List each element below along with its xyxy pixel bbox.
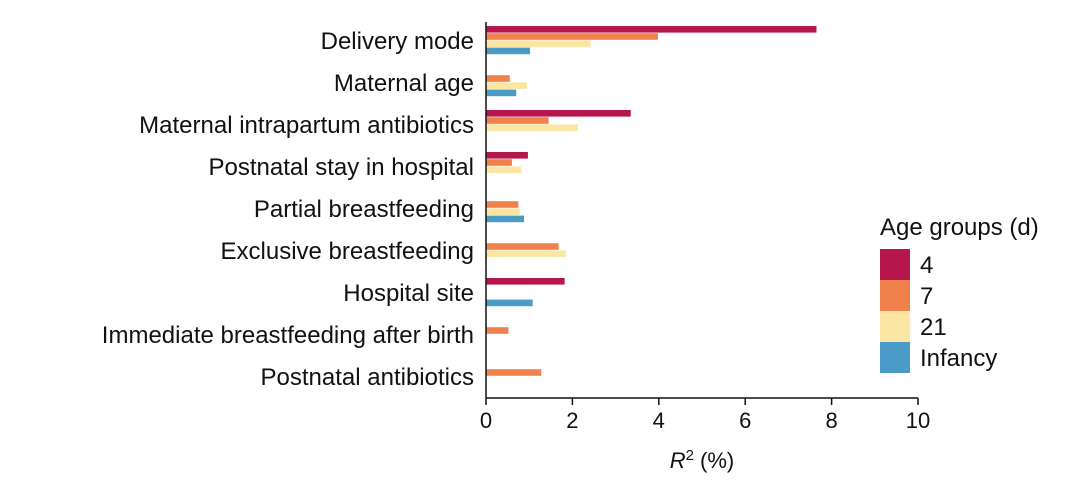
bar-maternal-intrapartum-antibiotics-series-7 — [486, 117, 549, 124]
category-label: Partial breastfeeding — [254, 196, 474, 223]
x-tick-label: 8 — [825, 408, 837, 433]
category-label: Maternal age — [334, 70, 474, 97]
x-tick-label: 6 — [739, 408, 751, 433]
x-tick-label: 0 — [480, 408, 492, 433]
category-labels: Delivery mode Maternal age Maternal intrap… — [102, 28, 474, 391]
legend-swatch-4 — [880, 249, 910, 280]
bar-partial-breastfeeding-series-21 — [486, 208, 520, 215]
bar-maternal-age-series-21 — [486, 82, 528, 89]
bar-delivery-mode-series-4 — [486, 26, 817, 33]
legend-swatch-7 — [880, 280, 910, 311]
bar-exclusive-breastfeeding-series-7 — [486, 243, 559, 250]
legend-label-21: 21 — [920, 314, 947, 341]
legend: 4 7 21 Infancy — [880, 249, 997, 373]
x-axis-label-unit: (%) — [700, 448, 734, 473]
bar-maternal-intrapartum-antibiotics-series-21 — [486, 124, 579, 131]
x-axis-label: R2 (%) — [670, 447, 734, 474]
bar-delivery-mode-series-infancy — [486, 47, 531, 55]
bar-immediate-breastfeeding-after-birth-series-7 — [486, 327, 509, 334]
x-tick-label: 4 — [653, 408, 665, 433]
bar-hospital-site-series-4 — [486, 278, 565, 285]
bar-maternal-age-series-infancy — [486, 89, 517, 97]
bar-partial-breastfeeding-series-7 — [486, 201, 519, 208]
bar-maternal-intrapartum-antibiotics-series-4 — [486, 110, 631, 117]
x-tick-label: 10 — [906, 408, 930, 433]
category-label: Postnatal antibiotics — [261, 364, 474, 391]
bar-postnatal-stay-in-hospital-series-4 — [486, 152, 528, 159]
bar-postnatal-stay-in-hospital-series-21 — [486, 166, 522, 173]
legend-swatch-infancy — [880, 342, 910, 373]
x-axis-label-sup: 2 — [686, 447, 694, 464]
category-label: Exclusive breastfeeding — [221, 238, 474, 265]
legend-label-4: 4 — [920, 252, 933, 279]
legend-title: Age groups (d) — [880, 214, 1039, 241]
bar-exclusive-breastfeeding-series-21 — [486, 250, 566, 257]
bar-maternal-age-series-7 — [486, 75, 510, 82]
x-tick-label: 2 — [566, 408, 578, 433]
category-label: Hospital site — [343, 280, 474, 307]
bar-hospital-site-series-infancy — [486, 299, 533, 307]
bar-postnatal-antibiotics-series-7 — [486, 369, 542, 376]
x-ticks: 0 2 4 6 8 10 — [480, 398, 930, 433]
category-label: Immediate breastfeeding after birth — [102, 322, 474, 349]
x-axis-label-main: R — [670, 448, 686, 473]
legend-swatch-21 — [880, 311, 910, 342]
bars-group — [486, 26, 817, 376]
bar-delivery-mode-series-7 — [486, 33, 658, 40]
legend-label-7: 7 — [920, 283, 933, 310]
category-label: Maternal intrapartum antibiotics — [139, 112, 474, 139]
bar-delivery-mode-series-21 — [486, 40, 591, 47]
bar-postnatal-stay-in-hospital-series-7 — [486, 159, 512, 166]
category-label: Delivery mode — [321, 28, 474, 55]
legend-label-infancy: Infancy — [920, 345, 997, 372]
bar-partial-breastfeeding-series-infancy — [486, 215, 525, 223]
category-label: Postnatal stay in hospital — [209, 154, 475, 181]
